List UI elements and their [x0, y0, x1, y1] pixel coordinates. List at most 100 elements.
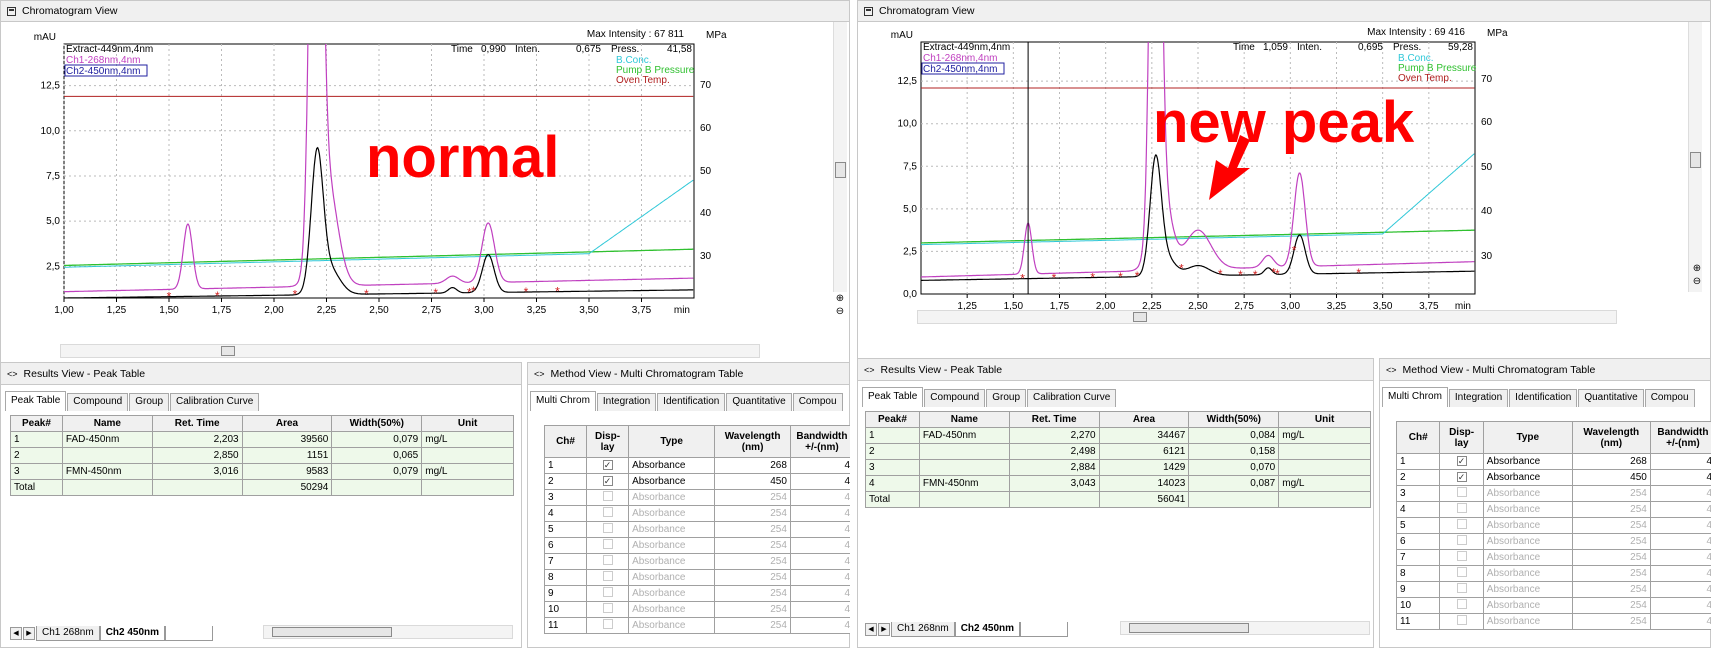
display-checkbox[interactable] [602, 619, 613, 629]
display-checkbox[interactable] [1456, 519, 1467, 529]
peak-table-header[interactable]: Peak# [10, 415, 63, 432]
tab-integration[interactable]: Integration [1448, 389, 1509, 407]
chromatogram-panel[interactable]: 1,25 1,50 1,75 2,00 2,25 2,50 2,75 3,00 3,25 3,50… [857, 22, 1711, 362]
chart-vertical-scrollbar[interactable] [833, 22, 847, 292]
dock-arrows-icon[interactable]: <> [534, 368, 545, 379]
first-tab-arrow-icon[interactable]: ◀ [865, 622, 877, 636]
peak-table-header[interactable]: Area [241, 415, 333, 432]
display-checkbox[interactable] [1456, 615, 1467, 625]
scroll-thumb[interactable] [1129, 623, 1249, 633]
tab-ch2-450nm[interactable]: Ch2 450nm [954, 621, 1021, 637]
tab-compound[interactable]: Compound [67, 393, 129, 411]
peak-table-header[interactable]: Unit [1278, 411, 1371, 428]
zoom-in-icon[interactable]: ⊕ [835, 293, 845, 304]
table-row[interactable]: 1 FAD-450nm 2,203 39560 0,079 mg/L [10, 431, 514, 448]
tab-ch1-268nm[interactable]: Ch1 268nm [36, 625, 100, 641]
table-row[interactable]: 4 FMN-450nm 3,043 14023 0,087 mg/L [865, 475, 1371, 492]
zoom-icons[interactable]: ⊕ ⊖ [1690, 262, 1704, 288]
first-tab-arrow-icon[interactable]: ◀ [10, 626, 22, 640]
tab-ch2-450nm[interactable]: Ch2 450nm [99, 625, 166, 641]
peak-table-header[interactable]: Peak# [865, 411, 920, 428]
pane-minimize-icon[interactable] [7, 6, 16, 16]
table-row[interactable]: 3 FMN-450nm 3,016 9583 0,079 mg/L [10, 463, 514, 480]
peak-table-header[interactable]: Ret. Time [151, 415, 243, 432]
display-checkbox[interactable] [1456, 487, 1467, 497]
chromatogram-chart[interactable]: 1,25 1,50 1,75 2,00 2,25 2,50 2,75 3,00 3,25 3,50… [858, 22, 1711, 362]
tab-multi-chrom[interactable]: Multi Chrom [530, 391, 596, 411]
peak-table-header[interactable]: Ret. Time [1008, 411, 1100, 428]
peak-table-header[interactable]: Width(50%) [1188, 411, 1280, 428]
scroll-thumb[interactable] [272, 627, 392, 637]
chromatogram-panel[interactable]: 1,00 1,25 1,50 1,75 2,00 2,25 2,50 2,75 3,00 3,25… [0, 22, 850, 362]
display-checkbox[interactable] [602, 523, 613, 533]
display-checkbox[interactable] [1456, 535, 1467, 545]
table-horizontal-scrollbar[interactable] [263, 625, 513, 639]
display-checkbox[interactable] [602, 539, 613, 549]
table-row[interactable]: Total 50294 [10, 479, 514, 496]
tab-quantitative[interactable]: Quantitative [726, 393, 792, 411]
chart-horizontal-scrollbar[interactable] [917, 310, 1617, 324]
table-horizontal-scrollbar[interactable] [1120, 621, 1370, 635]
zoom-icons[interactable]: ⊕ ⊖ [833, 292, 847, 318]
table-row[interactable]: 2 2,850 1151 0,065 [10, 447, 514, 464]
scroll-thumb[interactable] [835, 162, 846, 178]
display-checkbox[interactable] [602, 571, 613, 581]
scroll-thumb[interactable] [1133, 312, 1147, 322]
display-checkbox[interactable] [1456, 599, 1467, 609]
tab-integration[interactable]: Integration [596, 393, 657, 411]
table-row[interactable]: Total 56041 [865, 491, 1371, 508]
display-checkbox[interactable] [602, 507, 613, 517]
tab-quantitative[interactable]: Quantitative [1578, 389, 1644, 407]
table-row[interactable]: 3 2,884 1429 0,070 [865, 459, 1371, 476]
display-checkbox[interactable]: ✓ [602, 460, 613, 470]
display-checkbox[interactable] [602, 555, 613, 565]
tab-compound[interactable]: Compou [1644, 389, 1695, 407]
scroll-thumb[interactable] [221, 346, 235, 356]
tab-identification[interactable]: Identification [1509, 389, 1578, 407]
tab-peak-table[interactable]: Peak Table [5, 391, 67, 411]
chart-vertical-scrollbar[interactable] [1688, 22, 1702, 292]
tab-calibration-curve[interactable]: Calibration Curve [1027, 389, 1117, 407]
display-checkbox[interactable] [602, 603, 613, 613]
pane-minimize-icon[interactable] [864, 6, 873, 16]
chart-horizontal-scrollbar[interactable] [60, 344, 760, 358]
zoom-out-icon[interactable]: ⊖ [835, 306, 845, 317]
display-checkbox[interactable] [1456, 583, 1467, 593]
table-row[interactable]: 2 2,498 6121 0,158 [865, 443, 1371, 460]
tab-group[interactable]: Group [986, 389, 1027, 407]
tab-peak-table[interactable]: Peak Table [862, 387, 924, 407]
zoom-in-icon[interactable]: ⊕ [1692, 263, 1702, 274]
dock-arrows-icon[interactable]: <> [1386, 364, 1397, 375]
tab-identification[interactable]: Identification [657, 393, 726, 411]
next-tab-arrow-icon[interactable]: ▶ [878, 622, 890, 636]
scroll-thumb[interactable] [1690, 152, 1701, 168]
chromatogram-chart[interactable]: 1,00 1,25 1,50 1,75 2,00 2,25 2,50 2,75 3,00 3,25… [1, 22, 850, 362]
display-checkbox[interactable] [602, 587, 613, 597]
display-checkbox[interactable]: ✓ [602, 476, 613, 486]
display-checkbox[interactable] [602, 491, 613, 501]
display-checkbox[interactable] [1456, 567, 1467, 577]
tab-compound[interactable]: Compound [924, 389, 986, 407]
tab-compound[interactable]: Compou [792, 393, 843, 411]
peak-table-header[interactable]: Area [1098, 411, 1190, 428]
zoom-out-icon[interactable]: ⊖ [1692, 276, 1702, 287]
tab-calibration-curve[interactable]: Calibration Curve [170, 393, 260, 411]
